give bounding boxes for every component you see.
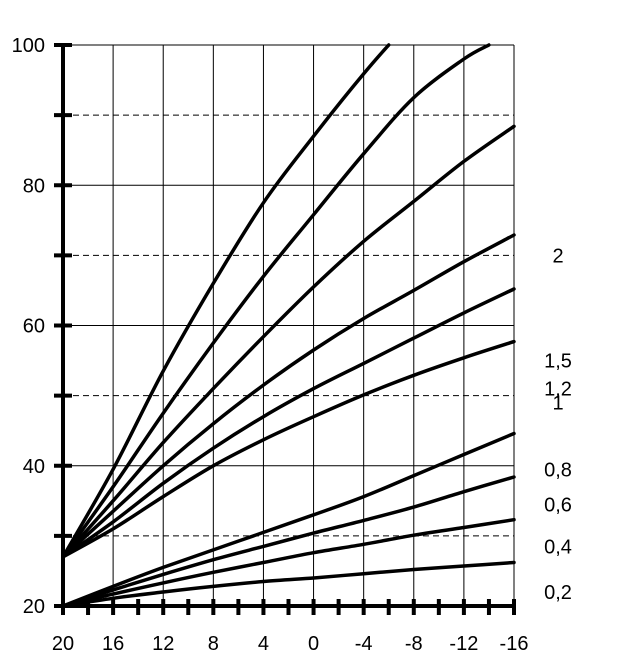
curve-0-4 (61, 517, 516, 608)
curve-0-8 (61, 431, 516, 608)
curve-2 (61, 124, 516, 559)
x-tick-label: 12 (152, 633, 174, 655)
x-tick-label: 4 (258, 633, 269, 655)
curve-1-2 (61, 287, 516, 559)
x-tick-label: 8 (208, 633, 219, 655)
curve-label-1-2: 1,2 (544, 379, 572, 401)
curve-label-0-4: 0,4 (544, 536, 572, 558)
curve-label-0-2: 0,2 (544, 582, 572, 604)
curve-label-1: 1 (552, 393, 563, 415)
curve-label-1-5: 1,5 (544, 351, 572, 373)
y-tick-label: 60 (23, 316, 45, 338)
x-tick-label: -12 (449, 633, 478, 655)
curve-0-2 (61, 560, 516, 608)
x-tick-label: 20 (52, 633, 74, 655)
series-curves (61, 43, 516, 608)
curve-1-5 (61, 233, 516, 559)
curve-label-0-6: 0,6 (544, 494, 572, 516)
y-tick-label: 20 (23, 596, 45, 618)
curve-0-6 (61, 475, 516, 608)
curve-2-5 (61, 43, 491, 559)
y-tick-label: 40 (23, 456, 45, 478)
x-tick-label: -8 (405, 633, 423, 655)
x-tick-label: 16 (102, 633, 124, 655)
axes (54, 43, 516, 615)
curve-label-0-8: 0,8 (544, 459, 572, 481)
curve-label-2: 2 (552, 245, 563, 267)
curve-1 (61, 339, 516, 559)
x-tick-label: -4 (355, 633, 373, 655)
y-tick-label: 100 (12, 35, 45, 57)
x-tick-label: 0 (308, 633, 319, 655)
curve-3 (61, 43, 391, 559)
x-tick-label: -16 (500, 633, 529, 655)
y-tick-label: 80 (23, 175, 45, 197)
